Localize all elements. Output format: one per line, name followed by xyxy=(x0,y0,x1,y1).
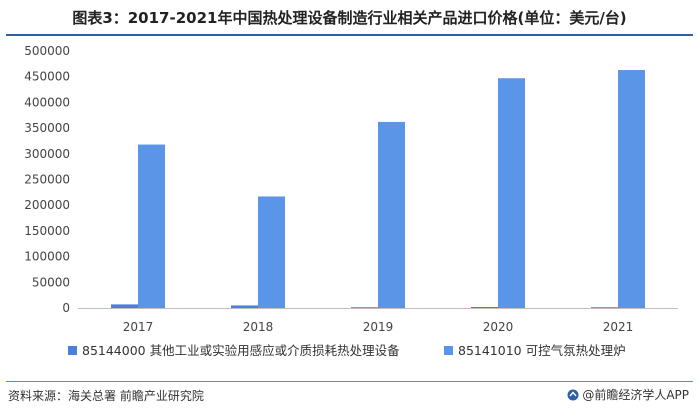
y-tick-label: 500000 xyxy=(24,44,70,58)
bar-series-1-2017 xyxy=(111,304,138,308)
bar-series-1-2021 xyxy=(591,307,618,309)
bar-series-2-2019 xyxy=(378,121,405,308)
chart-title: 图表3：2017-2021年中国热处理设备制造行业相关产品进口价格(单位：美元/… xyxy=(72,9,627,27)
y-tick-label: 450000 xyxy=(24,70,70,84)
x-axis: 2017 2018 2019 2020 2021 xyxy=(78,308,678,334)
y-tick-label: 200000 xyxy=(24,198,70,212)
title-underline xyxy=(6,34,693,36)
bar-series-2-2021 xyxy=(618,70,645,308)
y-tick-label: 250000 xyxy=(24,173,70,187)
legend-swatch-1 xyxy=(68,346,77,355)
legend: 85144000 其他工业或实验用感应或介质损耗热处理设备 85141010 可控… xyxy=(68,343,626,358)
footer-divider xyxy=(6,381,693,382)
brand-credit: @前瞻经济学人APP xyxy=(567,386,689,403)
legend-swatch-2 xyxy=(444,346,453,355)
y-tick-label: 0 xyxy=(62,301,70,315)
x-tick-label: 2018 xyxy=(243,320,274,334)
bar-series-2-2020 xyxy=(498,78,525,308)
bar-series-1-2018 xyxy=(231,305,258,308)
legend-label-2: 85141010 可控气氛热处理炉 xyxy=(458,343,626,358)
brand-logo-icon xyxy=(567,389,579,400)
bar-series-1-2020 xyxy=(471,306,498,308)
title-bar: 图表3：2017-2021年中国热处理设备制造行业相关产品进口价格(单位：美元/… xyxy=(0,0,699,36)
y-tick-label: 400000 xyxy=(24,95,70,109)
y-axis: 0 50000 100000 150000 200000 250000 300000 3500… xyxy=(24,44,70,315)
x-tick-label: 2021 xyxy=(603,320,634,334)
bar-series-2-2018 xyxy=(258,196,285,308)
x-tick-label: 2017 xyxy=(123,320,154,334)
bar-series-1-2019 xyxy=(351,307,378,309)
bar-series xyxy=(111,70,645,309)
x-tick-label: 2020 xyxy=(483,320,514,334)
brand-text: @前瞻经济学人APP xyxy=(582,388,689,402)
source-note: 资料来源：海关总署 前瞻产业研究院 xyxy=(8,389,204,403)
y-tick-label: 50000 xyxy=(32,275,70,289)
bar-series-2-2017 xyxy=(138,144,165,308)
bar-chart: 0 50000 100000 150000 200000 250000 300000 3500… xyxy=(24,44,678,358)
x-tick-label: 2019 xyxy=(363,320,394,334)
y-tick-label: 150000 xyxy=(24,224,70,238)
y-tick-label: 350000 xyxy=(24,121,70,135)
y-tick-label: 100000 xyxy=(24,250,70,264)
legend-label-1: 85144000 其他工业或实验用感应或介质损耗热处理设备 xyxy=(82,343,400,358)
y-tick-label: 300000 xyxy=(24,147,70,161)
